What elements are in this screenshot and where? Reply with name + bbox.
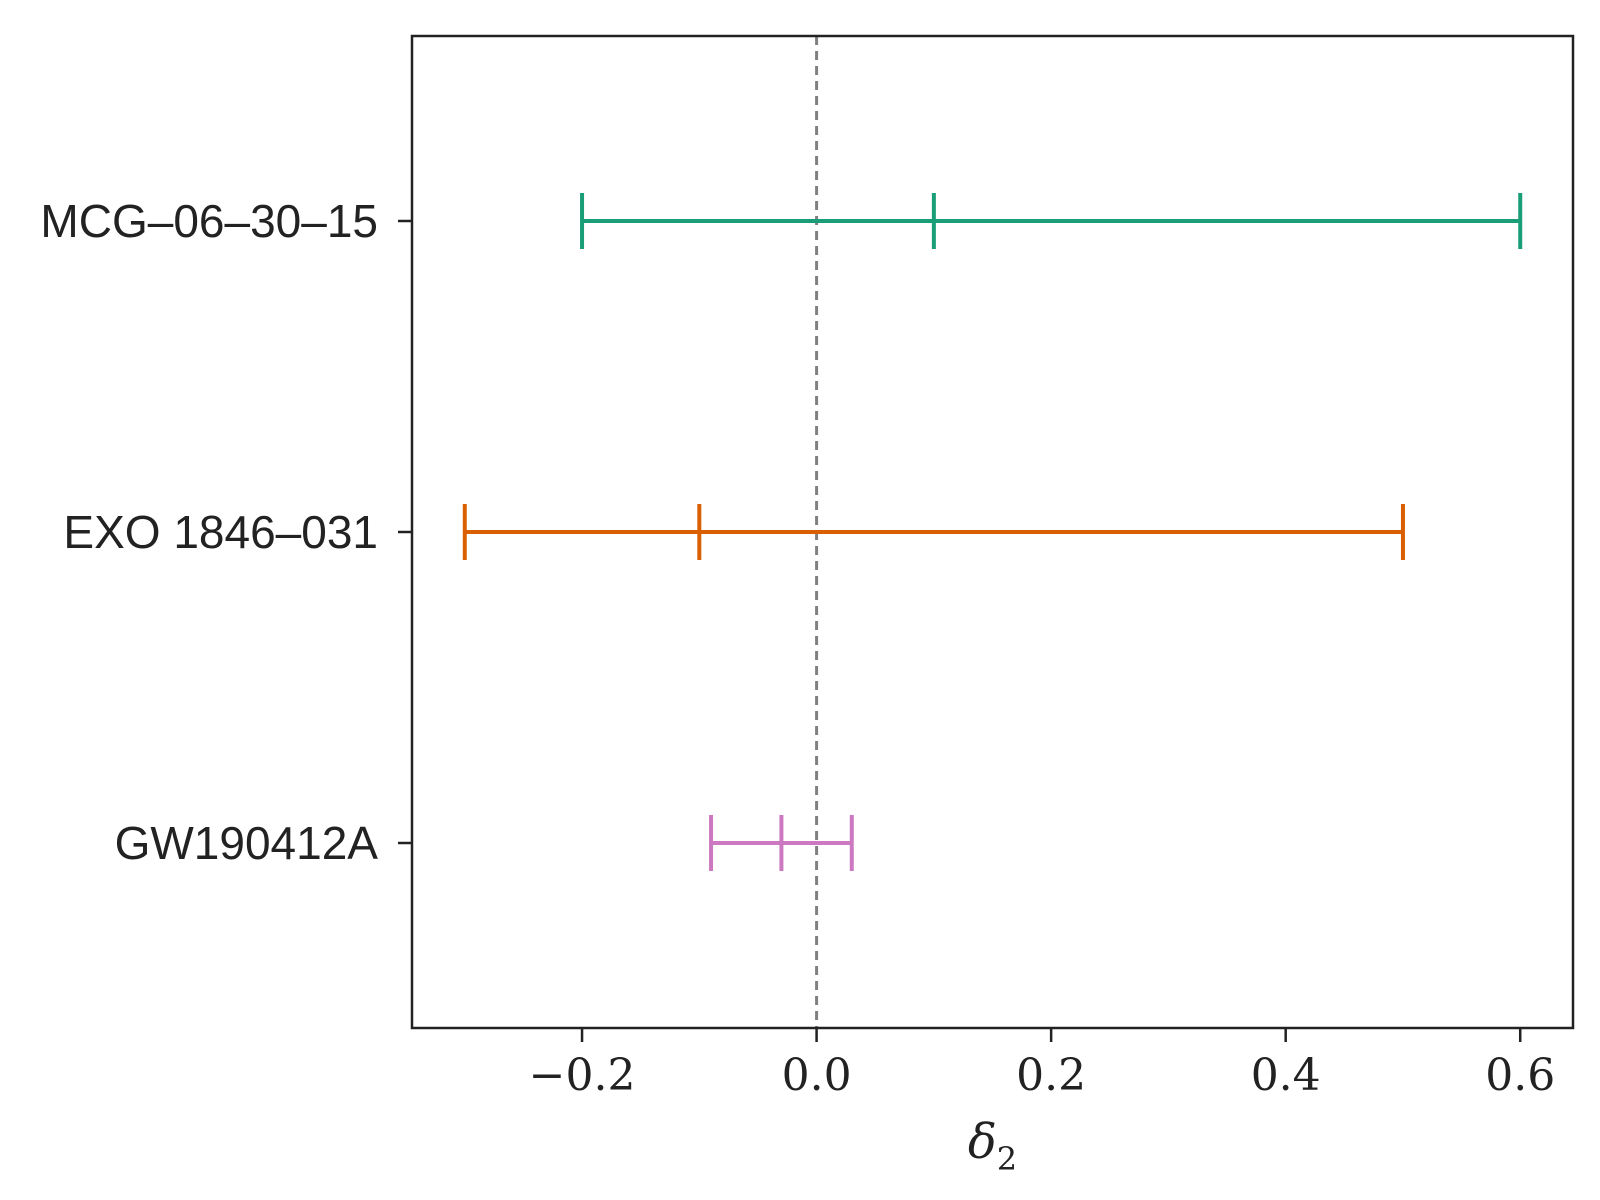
errorbar-0	[580, 193, 1523, 249]
errorbar-1	[462, 504, 1405, 560]
errorbar-2	[709, 815, 854, 871]
x-tick-label: −0.2	[529, 1050, 636, 1101]
x-axis-label-main: δ	[968, 1114, 997, 1170]
y-tick-label: GW190412A	[115, 817, 379, 869]
y-axis: MCG–06–30–15 EXO 1846–031 GW190412A	[40, 195, 412, 869]
x-axis-label: δ2	[968, 1114, 1017, 1178]
y-tick-label: MCG–06–30–15	[40, 195, 378, 247]
x-axis: −0.2 0.0 0.2 0.4 0.6	[529, 1028, 1555, 1101]
plot-frame	[410, 34, 1575, 1030]
chart-marks	[462, 36, 1523, 1028]
x-tick-label: 0.4	[1251, 1050, 1321, 1101]
y-tick-label: EXO 1846–031	[63, 506, 378, 558]
x-tick-label: 0.2	[1016, 1050, 1086, 1101]
x-tick-label: 0.0	[782, 1050, 852, 1101]
x-axis-label-subscript: 2	[997, 1140, 1017, 1178]
x-tick-label: 0.6	[1485, 1050, 1555, 1101]
